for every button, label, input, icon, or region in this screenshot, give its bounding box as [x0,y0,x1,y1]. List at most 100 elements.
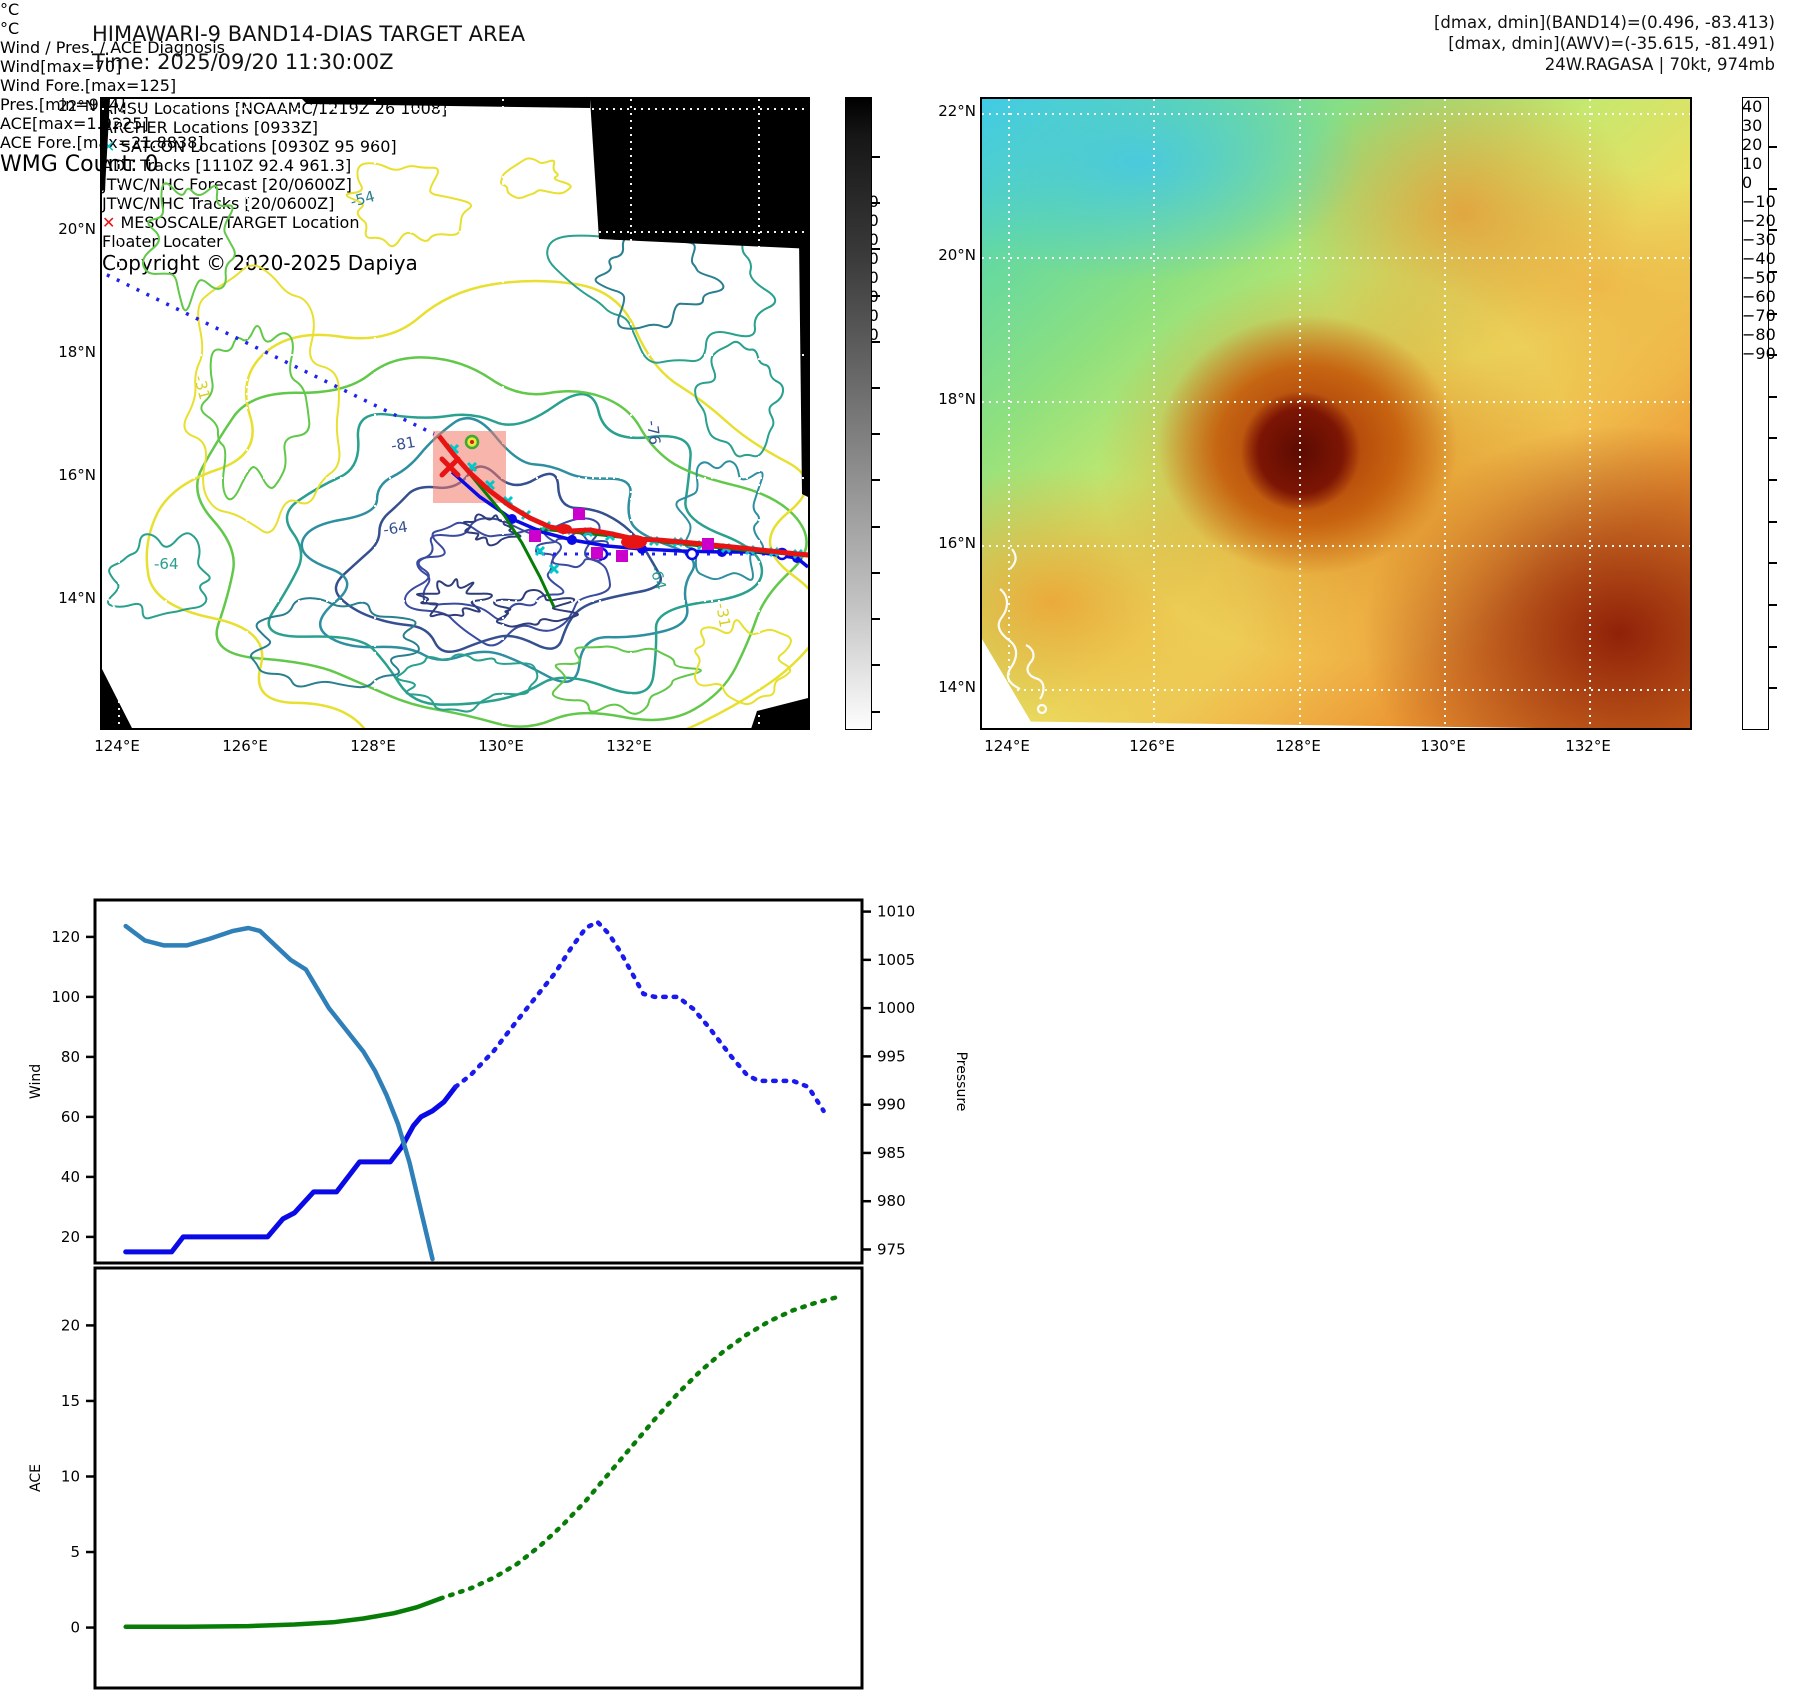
y2-tick-label: 1005 [877,951,915,969]
legend-label: JTWC/NHC Forecast [20/0600Z] [102,175,352,194]
band14-legend: AMSU Locations [NOAAMC/1219Z 26 1008] AR… [102,99,482,251]
contour-line [107,532,211,620]
band14-lat-label: 14°N [58,589,96,607]
colorbar-tick-label: −30 [1742,230,1776,249]
legend-item-ace: ACE[max=1.9225] [0,114,1797,133]
contour-line [267,392,764,706]
contour-line [694,340,785,458]
colorbar-tick [1769,270,1777,273]
legend-label: Floater Locater [102,232,223,251]
awv-no-data-regions [982,639,1536,728]
contour-line [415,578,493,618]
series-Wind Fore.[max=125] [453,919,826,1114]
legend-label: MESOSCALE/TARGET Location [120,213,360,232]
colorbar-tick [872,248,880,251]
band14-title: HIMAWARI-9 BAND14-DIAS TARGET AREA Time:… [92,20,525,76]
colorbar-gradient [1742,97,1769,730]
band14-title-line1: HIMAWARI-9 BAND14-DIAS TARGET AREA [92,22,526,46]
legend-label: ARCHER Locations [0933Z] [102,118,319,137]
y2-tick-label: 985 [877,1144,906,1162]
legend-label: SATCON Locations [0930Z 95 960] [120,137,397,156]
legend-item-forecast: JTWC/NHC Forecast [20/0600Z] [102,175,482,194]
contour-line [404,517,611,647]
pressure-legend: Pres.[min=974] [0,95,1797,114]
colorbar-tick [872,202,880,205]
legend-label: Pres.[min=974] [0,95,126,114]
colorbar-tick-label: 30 [1742,116,1763,135]
contour-line [462,513,522,547]
contour-label: -64 [646,563,670,591]
contour-label: -54 [348,187,376,211]
awv-map-overlay [982,99,1690,728]
series-ACE Fore.[max=21.8838] [437,1294,842,1601]
contour-label: -31 [190,373,214,401]
colorbar-tick [872,618,880,621]
contour-line [345,162,473,248]
y-tick-label: 120 [51,928,80,946]
wind-pressure-chart: 20 40 60 80 100 120 975 980 985 990 995 1000 1005 101… [28,898,969,1265]
awv-coastlines [997,548,1048,715]
ace-chart: 0 5 10 15 20 ACE [28,1266,864,1690]
x-marker-icon: ✕ [102,213,116,232]
y-tick-label: 20 [61,1316,80,1334]
y-tick-label: 100 [51,988,80,1006]
y-tick-label: 20 [61,1228,80,1246]
plot-background [95,900,862,1263]
awv-lon-label: 124°E [984,737,1030,755]
wind-legend: Wind[max=70] Wind Fore.[max=125] [0,57,1797,95]
band14-map-overlay: -54 -31 -64 -64 -76 -81 -64 -31 [102,99,808,728]
no-data-strip [982,721,1536,728]
amsu-archer-markers [529,508,714,562]
floater-blob2 [556,524,572,534]
colorbar-tick-label: −20 [1742,211,1776,230]
colorbar-tick [1769,229,1777,232]
coastline [107,598,125,674]
colorbar-tick-label: −80 [1742,325,1776,344]
band14-lat-label: 18°N [58,343,96,361]
colorbar-tick [1769,312,1777,315]
wmg-count-badge: WMG Count: 0 [0,152,159,177]
colorbar-tick [1769,687,1777,690]
charts-title: Wind / Pres. / ACE Diagnosis [0,38,225,57]
legend-label: Wind[max=70] [0,57,122,76]
legend-item-mesoscale: ✕ MESOSCALE/TARGET Location [102,213,482,232]
band14-range-text: [dmax, dmin](BAND14)=(0.496, -83.413) [1433,13,1775,32]
y-axis-label: Wind [28,1064,44,1099]
y2-tick-label: 980 [877,1192,906,1210]
colorbar-tick [1769,145,1777,148]
contour-line [499,157,572,199]
satcon-x-icon [534,545,546,557]
awv-lon-label: 126°E [1129,737,1175,755]
contour-line [416,521,565,621]
legend-item-pressure: Pres.[min=974] [0,95,1797,114]
legend-item-adt: ADT Tracks [1110Z 92.4 961.3] [102,156,482,175]
y-tick-label: 0 [70,1619,80,1637]
colorbar-tick [872,479,880,482]
colorbar-tick [1769,520,1777,523]
awv-range-text: [dmax, dmin](AWV)=(-35.615, -81.491) [1448,34,1775,53]
band14-coastlines [107,598,150,712]
warm-spot-core [470,440,474,444]
awv-lat-label: 16°N [938,534,976,552]
awv-lon-label: 132°E [1565,737,1611,755]
colorbar-tick [1769,562,1777,565]
contour-line [334,465,662,653]
awv-gridlines [982,99,1690,728]
plot-frame [93,1266,864,1690]
contour-line [249,597,420,689]
y2-tick-label: 990 [877,1096,906,1114]
y2-tick-label: 975 [877,1240,906,1258]
awv-lat-label: 18°N [938,390,976,408]
colorbar-tick [1769,645,1777,648]
y2-tick-label: 1000 [877,999,915,1017]
band14-lon-label: 128°E [350,737,396,755]
awv-lat-label: 14°N [938,678,976,696]
colorbar-tick-label: −10 [1742,192,1776,211]
coastline [127,638,141,670]
island [1036,703,1048,715]
band14-lat-label: 20°N [58,220,96,238]
legend-label: ACE[max=1.9225] [0,114,149,133]
awv-lon-label: 130°E [1420,737,1466,755]
